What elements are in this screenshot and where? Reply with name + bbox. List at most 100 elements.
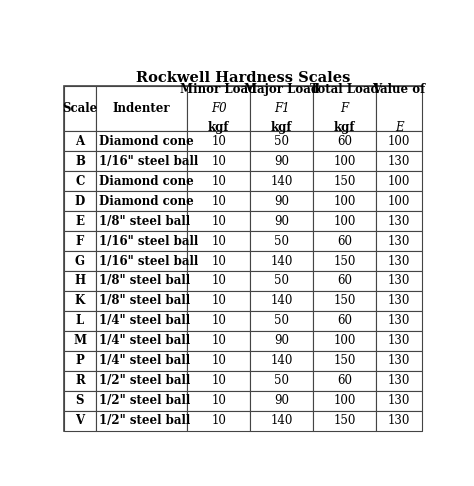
Bar (313, 87, 376, 131)
Text: 10: 10 (211, 235, 226, 247)
Text: 90: 90 (274, 215, 289, 227)
Text: 10: 10 (211, 255, 226, 267)
Bar (376, 311, 422, 331)
Text: 100: 100 (333, 334, 356, 347)
Text: F1: F1 (274, 103, 290, 115)
Bar (376, 171, 422, 191)
Bar (187, 391, 250, 411)
Text: 60: 60 (337, 374, 352, 387)
Bar (96, 371, 187, 391)
Bar (187, 87, 250, 131)
Text: 10: 10 (211, 155, 226, 168)
Bar (187, 191, 250, 211)
Text: 100: 100 (333, 215, 356, 227)
Text: H: H (74, 275, 85, 288)
Bar (250, 411, 313, 431)
Text: L: L (76, 314, 84, 328)
Bar (250, 351, 313, 371)
Bar (187, 271, 250, 291)
Bar (250, 391, 313, 411)
Text: 130: 130 (388, 334, 410, 347)
Text: C: C (75, 174, 85, 188)
Text: 130: 130 (388, 215, 410, 227)
Bar (376, 131, 422, 151)
Text: 130: 130 (388, 414, 410, 427)
Bar (250, 191, 313, 211)
Text: 90: 90 (274, 394, 289, 407)
Text: 130: 130 (388, 255, 410, 267)
Text: 140: 140 (270, 174, 293, 188)
Text: 90: 90 (274, 334, 289, 347)
Bar (250, 271, 313, 291)
Bar (96, 171, 187, 191)
Text: 100: 100 (388, 174, 410, 188)
Bar (64, 171, 96, 191)
Bar (313, 291, 376, 311)
Bar (376, 271, 422, 291)
Text: 10: 10 (211, 394, 226, 407)
Bar (96, 191, 187, 211)
Text: G: G (75, 255, 85, 267)
Text: Scale: Scale (63, 103, 98, 115)
Text: 10: 10 (211, 354, 226, 367)
Bar (64, 251, 96, 271)
Text: 50: 50 (274, 275, 289, 288)
Bar (313, 251, 376, 271)
Text: F: F (340, 103, 348, 115)
Bar (376, 391, 422, 411)
Text: 10: 10 (211, 174, 226, 188)
Text: 130: 130 (388, 155, 410, 168)
Text: 150: 150 (333, 295, 356, 308)
Text: P: P (76, 354, 84, 367)
Bar (96, 331, 187, 351)
Text: M: M (73, 334, 86, 347)
Text: 50: 50 (274, 135, 289, 148)
Text: 140: 140 (270, 354, 293, 367)
Text: 10: 10 (211, 374, 226, 387)
Bar (96, 351, 187, 371)
Text: K: K (75, 295, 85, 308)
Text: 1/2" steel ball: 1/2" steel ball (99, 414, 191, 427)
Text: 50: 50 (274, 374, 289, 387)
Text: Value of: Value of (373, 84, 426, 97)
Text: 60: 60 (337, 235, 352, 247)
Bar (376, 291, 422, 311)
Text: Diamond cone: Diamond cone (99, 135, 194, 148)
Text: 130: 130 (388, 354, 410, 367)
Text: kgf: kgf (334, 121, 355, 134)
Bar (313, 311, 376, 331)
Text: 100: 100 (388, 135, 410, 148)
Bar (187, 331, 250, 351)
Bar (64, 331, 96, 351)
Bar (64, 271, 96, 291)
Bar (376, 87, 422, 131)
Bar (250, 371, 313, 391)
Text: Minor Load: Minor Load (181, 84, 257, 97)
Text: 100: 100 (333, 394, 356, 407)
Text: 100: 100 (333, 155, 356, 168)
Text: 100: 100 (388, 195, 410, 208)
Bar (250, 331, 313, 351)
Text: 50: 50 (274, 235, 289, 247)
Bar (250, 291, 313, 311)
Bar (187, 151, 250, 171)
Text: 150: 150 (333, 174, 356, 188)
Text: 1/4" steel ball: 1/4" steel ball (99, 314, 191, 328)
Text: 60: 60 (337, 135, 352, 148)
Bar (250, 211, 313, 231)
Text: 10: 10 (211, 295, 226, 308)
Text: kgf: kgf (271, 121, 292, 134)
Bar (187, 231, 250, 251)
Bar (187, 351, 250, 371)
Bar (96, 211, 187, 231)
Text: R: R (75, 374, 85, 387)
Bar (250, 87, 313, 131)
Bar (250, 311, 313, 331)
Text: Diamond cone: Diamond cone (99, 174, 194, 188)
Text: E: E (395, 121, 403, 134)
Bar (376, 371, 422, 391)
Text: 1/2" steel ball: 1/2" steel ball (99, 394, 191, 407)
Text: 1/8" steel ball: 1/8" steel ball (99, 295, 191, 308)
Bar (64, 391, 96, 411)
Bar (250, 251, 313, 271)
